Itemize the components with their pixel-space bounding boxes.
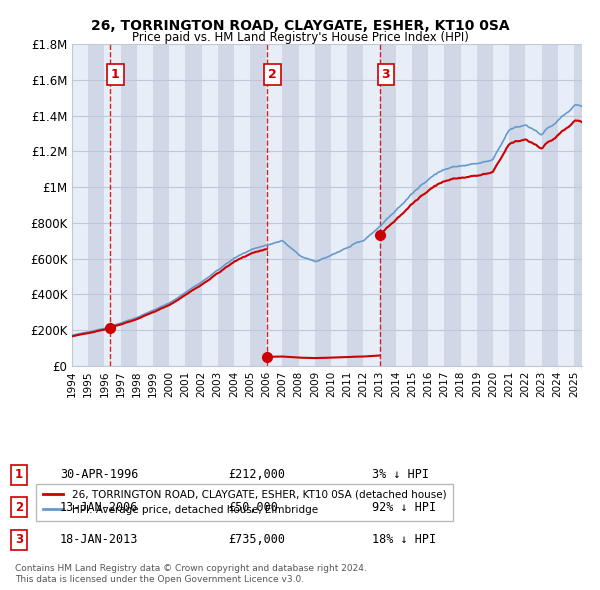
Text: 2: 2	[268, 68, 277, 81]
Text: Contains HM Land Registry data © Crown copyright and database right 2024.: Contains HM Land Registry data © Crown c…	[15, 565, 367, 573]
Text: 3% ↓ HPI: 3% ↓ HPI	[372, 468, 429, 481]
Text: £212,000: £212,000	[228, 468, 285, 481]
Text: This data is licensed under the Open Government Licence v3.0.: This data is licensed under the Open Gov…	[15, 575, 304, 584]
Bar	[396, 44, 412, 366]
Text: 1: 1	[111, 68, 120, 81]
Text: 18% ↓ HPI: 18% ↓ HPI	[372, 533, 436, 546]
Text: 18-JAN-2013: 18-JAN-2013	[60, 533, 139, 546]
Text: 1: 1	[15, 468, 23, 481]
Text: 26, TORRINGTON ROAD, CLAYGATE, ESHER, KT10 0SA: 26, TORRINGTON ROAD, CLAYGATE, ESHER, KT…	[91, 19, 509, 33]
Text: £50,000: £50,000	[228, 501, 278, 514]
Bar	[299, 44, 315, 366]
Text: 30-APR-1996: 30-APR-1996	[60, 468, 139, 481]
Bar	[428, 44, 445, 366]
Bar	[331, 44, 347, 366]
Bar	[266, 44, 283, 366]
Text: 3: 3	[15, 533, 23, 546]
Text: £735,000: £735,000	[228, 533, 285, 546]
Bar	[169, 44, 185, 366]
Bar	[526, 44, 542, 366]
Bar	[202, 44, 218, 366]
Bar	[72, 44, 88, 366]
Text: 13-JAN-2006: 13-JAN-2006	[60, 501, 139, 514]
Text: 2: 2	[15, 501, 23, 514]
Legend: 26, TORRINGTON ROAD, CLAYGATE, ESHER, KT10 0SA (detached house), HPI: Average pr: 26, TORRINGTON ROAD, CLAYGATE, ESHER, KT…	[37, 484, 453, 522]
Bar	[590, 44, 600, 366]
Text: 92% ↓ HPI: 92% ↓ HPI	[372, 501, 436, 514]
Bar	[493, 44, 509, 366]
Bar	[558, 44, 574, 366]
Text: 3: 3	[382, 68, 390, 81]
Bar	[137, 44, 153, 366]
Bar	[364, 44, 380, 366]
Bar	[234, 44, 250, 366]
Text: Price paid vs. HM Land Registry's House Price Index (HPI): Price paid vs. HM Land Registry's House …	[131, 31, 469, 44]
Bar	[461, 44, 477, 366]
Bar	[104, 44, 121, 366]
